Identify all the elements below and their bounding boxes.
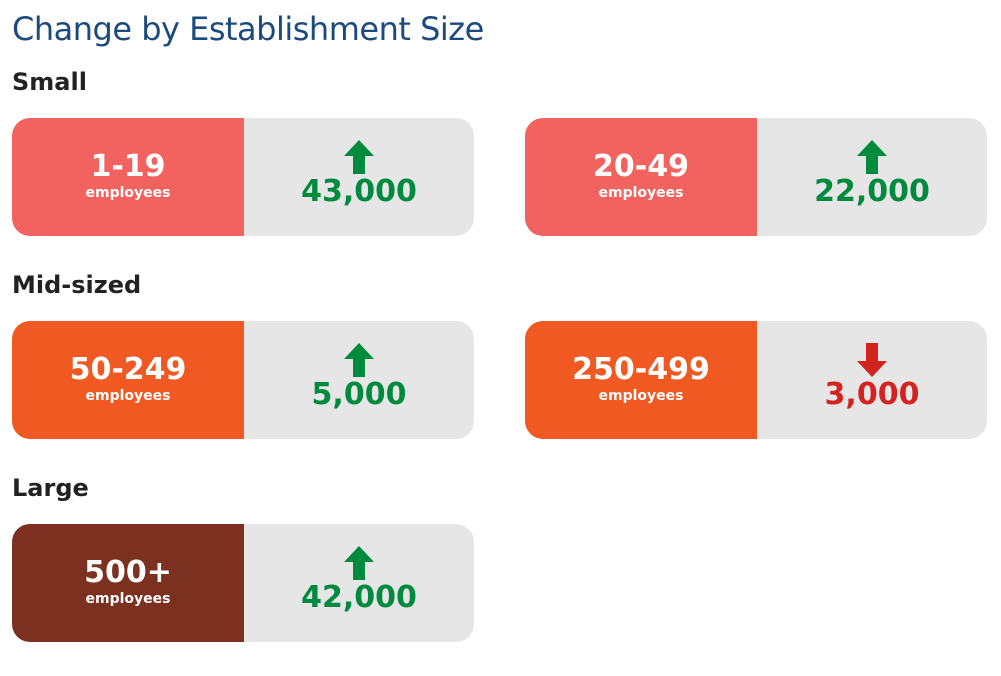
change: 22,000 — [757, 118, 987, 236]
range: 20-49 — [593, 149, 689, 184]
card: 500+ employees 42,000 — [12, 524, 474, 642]
arrow-up — [857, 140, 887, 174]
card: 50-249 employees 5,000 — [12, 321, 474, 439]
arrow-down — [857, 343, 887, 377]
value: 22,000 — [814, 174, 930, 209]
value: 42,000 — [301, 580, 417, 615]
unit: employees — [85, 591, 171, 607]
size-label: 20-49 employees — [525, 118, 757, 236]
value: 3,000 — [824, 377, 920, 412]
range: 250-499 — [572, 352, 710, 387]
change: 43,000 — [244, 118, 474, 236]
range: 50-249 — [69, 352, 187, 387]
range: 500+ — [84, 555, 172, 590]
size-label: 50-249 employees — [12, 321, 244, 439]
size-label: 500+ employees — [12, 524, 244, 642]
title: Change by Establishment Size — [12, 10, 484, 48]
unit: employees — [598, 388, 684, 404]
arrow-up — [344, 546, 374, 580]
unit: employees — [598, 185, 684, 201]
card: 250-499 employees 3,000 — [525, 321, 987, 439]
change: 5,000 — [244, 321, 474, 439]
card: 1-19 employees 43,000 — [12, 118, 474, 236]
size-label: 250-499 employees — [525, 321, 757, 439]
unit: employees — [85, 388, 171, 404]
section-label: Mid-sized — [12, 271, 142, 299]
change: 3,000 — [757, 321, 987, 439]
value: 5,000 — [311, 377, 407, 412]
section-label: Large — [12, 474, 89, 502]
section-label: Small — [12, 68, 87, 96]
range: 1-19 — [90, 149, 166, 184]
arrow-up — [344, 140, 374, 174]
card: 20-49 employees 22,000 — [525, 118, 987, 236]
value: 43,000 — [301, 174, 417, 209]
unit: employees — [85, 185, 171, 201]
change: 42,000 — [244, 524, 474, 642]
arrow-up — [344, 343, 374, 377]
size-label: 1-19 employees — [12, 118, 244, 236]
